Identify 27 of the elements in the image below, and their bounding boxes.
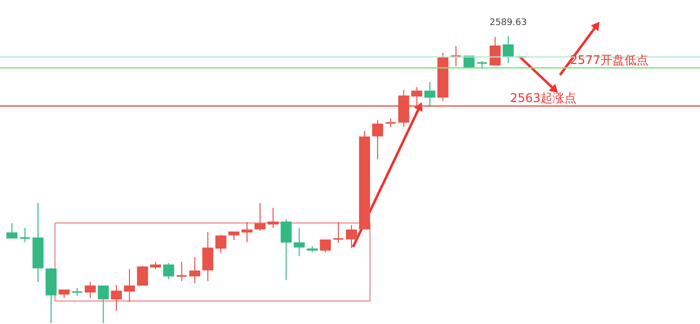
candlestick [202, 232, 214, 282]
candlestick [84, 281, 96, 299]
candlestick [137, 265, 148, 286]
candlestick [372, 120, 384, 160]
candlestick [254, 202, 266, 232]
candlestick [215, 234, 226, 254]
candlestick [424, 81, 436, 108]
candlestick [176, 261, 187, 282]
candlestick [98, 285, 109, 324]
candlestick [241, 221, 252, 243]
annotation: 2589.63 [490, 18, 527, 28]
candlestick [280, 218, 292, 280]
candlestick [124, 268, 135, 303]
candlestick [110, 284, 122, 312]
candlestick [189, 256, 200, 284]
candlestick [502, 36, 514, 64]
candlestick [6, 222, 18, 239]
candlestick [320, 240, 331, 253]
ref-line-label: 2563起涨点 [510, 91, 577, 106]
candlestick [20, 228, 30, 243]
candlestick [490, 36, 501, 66]
candlestick [163, 262, 174, 280]
candlestick [333, 221, 344, 244]
candlestick [268, 207, 279, 229]
candlestick [346, 224, 357, 249]
ref-line-label: 2577开盘低点 [570, 52, 649, 67]
candlestick [294, 228, 305, 257]
